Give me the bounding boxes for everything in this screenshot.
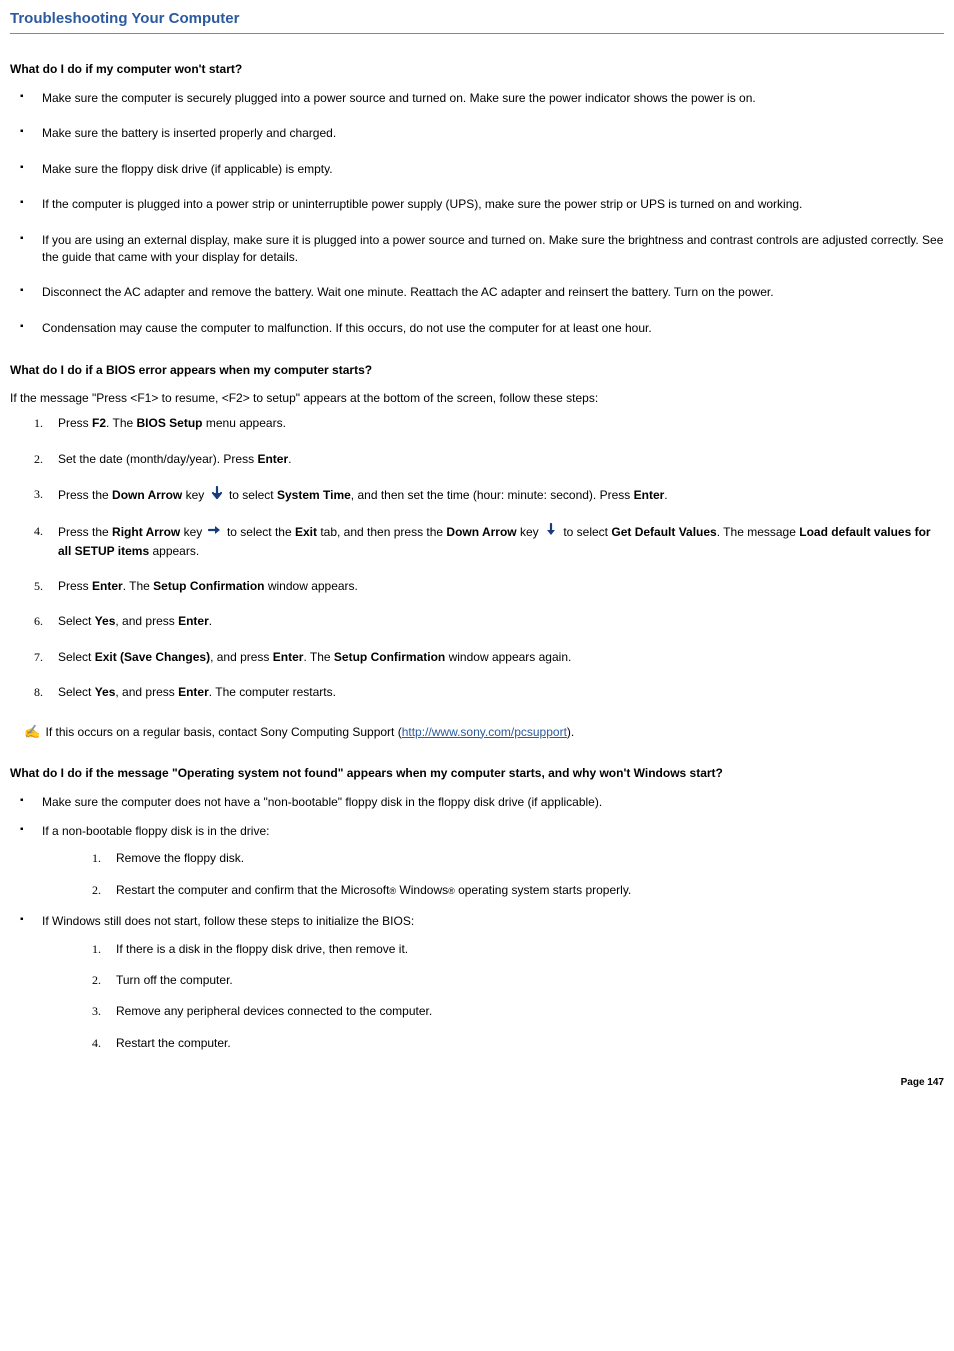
list-item: Make sure the battery is inserted proper… bbox=[20, 125, 944, 142]
list-item: Select Yes, and press Enter. bbox=[34, 613, 944, 630]
list-item: Make sure the computer is securely plugg… bbox=[20, 90, 944, 107]
list-item: If there is a disk in the floppy disk dr… bbox=[92, 941, 944, 958]
note-text-tail: ). bbox=[567, 725, 574, 739]
list-item: Make sure the computer does not have a "… bbox=[20, 794, 944, 811]
list-item: If Windows still does not start, follow … bbox=[20, 913, 944, 1052]
list-item: Turn off the computer. bbox=[92, 972, 944, 989]
page-title: Troubleshooting Your Computer bbox=[10, 10, 944, 34]
support-link[interactable]: http://www.sony.com/pcsupport bbox=[402, 725, 567, 739]
bios-intro-text: If the message "Press <F1> to resume, <F… bbox=[10, 391, 944, 405]
wont-start-list: Make sure the computer is securely plugg… bbox=[10, 90, 944, 337]
list-item: Restart the computer and confirm that th… bbox=[92, 882, 944, 899]
list-item: Press Enter. The Setup Confirmation wind… bbox=[34, 578, 944, 595]
right-arrow-icon bbox=[208, 523, 222, 542]
os-not-found-list: Make sure the computer does not have a "… bbox=[10, 794, 944, 1053]
section-heading-bios-error: What do I do if a BIOS error appears whe… bbox=[10, 363, 944, 377]
list-item: If a non-bootable floppy disk is in the … bbox=[20, 823, 944, 899]
support-note: ✍ If this occurs on a regular basis, con… bbox=[24, 724, 944, 740]
list-item: If you are using an external display, ma… bbox=[20, 232, 944, 267]
page-number: Page 147 bbox=[901, 1077, 944, 1088]
list-item: Press the Down Arrow key to select Syste… bbox=[34, 486, 944, 505]
list-item: Remove the floppy disk. bbox=[92, 850, 944, 867]
bios-steps-list: Press F2. The BIOS Setup menu appears. S… bbox=[10, 415, 944, 702]
list-item: Select Yes, and press Enter. The compute… bbox=[34, 684, 944, 701]
list-item: Restart the computer. bbox=[92, 1035, 944, 1052]
bios-init-steps-list: If there is a disk in the floppy disk dr… bbox=[42, 941, 944, 1053]
down-arrow-icon bbox=[210, 486, 224, 505]
list-item: Condensation may cause the computer to m… bbox=[20, 320, 944, 337]
list-item: Press F2. The BIOS Setup menu appears. bbox=[34, 415, 944, 432]
note-text: If this occurs on a regular basis, conta… bbox=[46, 725, 402, 739]
list-item: Disconnect the AC adapter and remove the… bbox=[20, 284, 944, 301]
note-icon: ✍ bbox=[24, 724, 40, 739]
section-heading-os-not-found: What do I do if the message "Operating s… bbox=[10, 766, 944, 780]
floppy-steps-list: Remove the floppy disk. Restart the comp… bbox=[42, 850, 944, 899]
section-heading-wont-start: What do I do if my computer won't start? bbox=[10, 62, 944, 76]
list-item: If the computer is plugged into a power … bbox=[20, 196, 944, 213]
list-item: Make sure the floppy disk drive (if appl… bbox=[20, 161, 944, 178]
list-item: Remove any peripheral devices connected … bbox=[92, 1003, 944, 1020]
list-item: Set the date (month/day/year). Press Ent… bbox=[34, 451, 944, 468]
down-arrow-icon bbox=[544, 523, 558, 542]
list-item: Press the Right Arrow key to select the … bbox=[34, 523, 944, 560]
list-item: Select Exit (Save Changes), and press En… bbox=[34, 649, 944, 666]
